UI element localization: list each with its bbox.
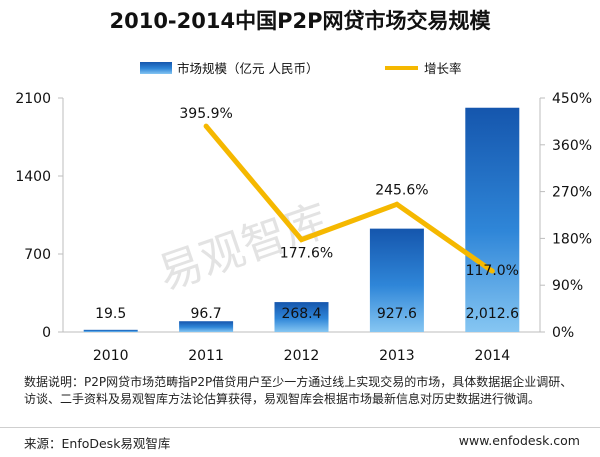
growth-rate-point: [299, 237, 304, 243]
y-right-tick-label: 90%: [552, 278, 583, 294]
y-right-tick-label: 450%: [552, 91, 592, 107]
bar: [369, 228, 424, 332]
growth-rate-line: [204, 124, 494, 274]
bar: [83, 329, 138, 332]
line-series: [203, 123, 495, 274]
website-link[interactable]: www.enfodesk.com: [458, 433, 580, 448]
bar-series: [83, 107, 520, 332]
growth-rate-label: 245.6%: [375, 182, 428, 198]
y-left-tick-label: 1400: [15, 169, 51, 185]
y-left-tick-label: 2100: [15, 91, 51, 107]
y-right-tick-label: 360%: [552, 138, 592, 154]
line-labels: 395.9% 177.6% 245.6% 117.0%: [179, 106, 519, 279]
y-right-tick-label: 180%: [552, 231, 592, 247]
growth-rate-point: [203, 123, 209, 129]
source-text: 来源：EnfoDesk易观智库: [24, 436, 171, 451]
growth-rate-point: [394, 201, 400, 207]
bar: [274, 302, 329, 332]
bar-labels: 19.5 96.7 268.4 927.6 2,012.6: [95, 306, 519, 322]
bar-value-label: 96.7: [191, 306, 222, 322]
bar-value-label: 927.6: [377, 306, 417, 322]
bar: [465, 107, 520, 332]
bar: [179, 321, 234, 332]
y-left-ticks: 0 700 1400 2100: [15, 91, 63, 341]
combo-chart: 2010-2014中国P2P网贷市场交易规模 市场规模（亿元 人民币） 增长率 …: [15, 9, 592, 364]
y-right-ticks: 0% 90% 180% 270% 360% 450%: [540, 91, 592, 341]
footer-divider: [0, 427, 600, 428]
x-tick-label: 2010: [93, 348, 129, 364]
x-ticks: 2010 2011 2012 2013 2014: [93, 348, 510, 364]
bar-value-label: 268.4: [281, 306, 321, 322]
bar-value-label: 19.5: [95, 306, 126, 322]
x-tick-label: 2012: [284, 348, 320, 364]
bar-value-label: 2,012.6: [466, 306, 520, 322]
x-tick-label: 2011: [188, 348, 224, 364]
growth-rate-label: 395.9%: [179, 106, 232, 122]
x-tick-label: 2013: [379, 348, 415, 364]
growth-rate-label: 117.0%: [466, 263, 519, 279]
legend-line-label: 增长率: [424, 61, 462, 76]
x-tick-label: 2014: [474, 348, 510, 364]
legend-bar-swatch: [140, 62, 172, 74]
chart-title: 2010-2014中国P2P网贷市场交易规模: [109, 9, 491, 33]
y-left-tick-label: 700: [24, 247, 51, 263]
y-right-tick-label: 0%: [552, 325, 574, 341]
legend-bar-label: 市场规模（亿元 人民币）: [177, 61, 318, 76]
growth-rate-label: 177.6%: [280, 246, 333, 262]
legend: 市场规模（亿元 人民币） 增长率: [140, 61, 462, 76]
y-right-tick-label: 270%: [552, 185, 592, 201]
y-left-tick-label: 0: [42, 325, 51, 341]
data-note: 数据说明：P2P网贷市场范畴指P2P借贷用户至少一方通过线上实现交易的市场，具体…: [24, 375, 573, 406]
growth-rate-point: [489, 268, 495, 274]
